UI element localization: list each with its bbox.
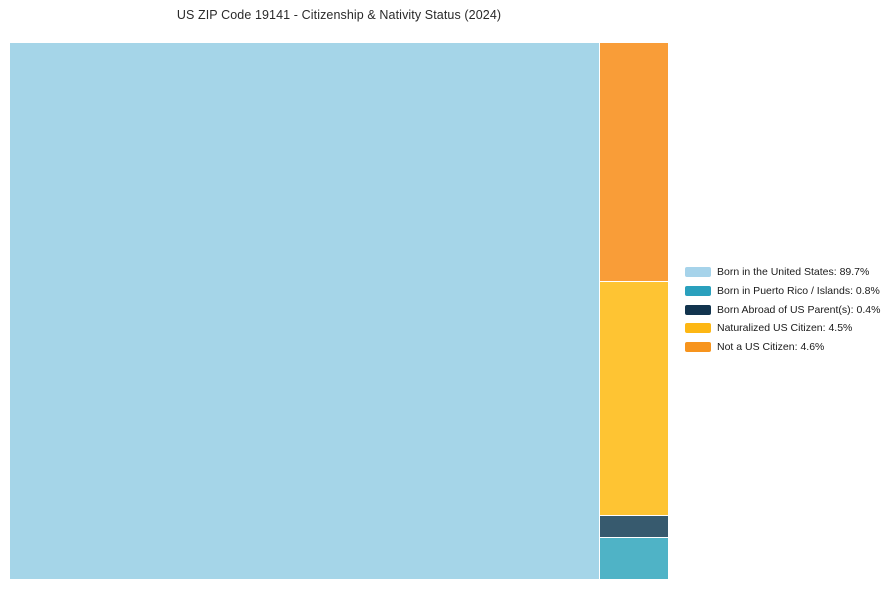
- treemap-cell-naturalized-us-citizen: [600, 282, 668, 515]
- legend-swatch-icon: [685, 267, 711, 278]
- legend-swatch-icon: [685, 342, 711, 353]
- legend-item-not-a-us-citizen: Not a US Citizen: 4.6%: [685, 338, 880, 357]
- legend-item-naturalized-us-citizen: Naturalized US Citizen: 4.5%: [685, 319, 880, 338]
- legend-label: Not a US Citizen: 4.6%: [717, 341, 825, 354]
- legend-swatch-icon: [685, 323, 711, 334]
- legend-item-born-abroad-of-us-parent-s: Born Abroad of US Parent(s): 0.4%: [685, 300, 880, 319]
- legend: Born in the United States: 89.7% Born in …: [685, 263, 880, 356]
- treemap-cell-born-in-the-united-states: [10, 43, 600, 579]
- legend-label: Born in the United States: 89.7%: [717, 266, 870, 279]
- legend-swatch-icon: [685, 286, 711, 297]
- legend-item-born-in-puerto-rico-islands: Born in Puerto Rico / Islands: 0.8%: [685, 282, 880, 301]
- legend-item-born-in-the-united-states: Born in the United States: 89.7%: [685, 263, 880, 282]
- legend-label: Born Abroad of US Parent(s): 0.4%: [717, 303, 881, 316]
- treemap-cell-not-a-us-citizen: [600, 43, 668, 282]
- legend-label: Naturalized US Citizen: 4.5%: [717, 322, 853, 335]
- chart-title: US ZIP Code 19141 - Citizenship & Nativi…: [176, 8, 502, 22]
- treemap-cell-born-abroad-of-us-parent-s: [600, 515, 668, 537]
- treemap-cell-born-in-puerto-rico-islands: [600, 537, 668, 579]
- legend-swatch-icon: [685, 304, 711, 315]
- legend-label: Born in Puerto Rico / Islands: 0.8%: [717, 285, 880, 298]
